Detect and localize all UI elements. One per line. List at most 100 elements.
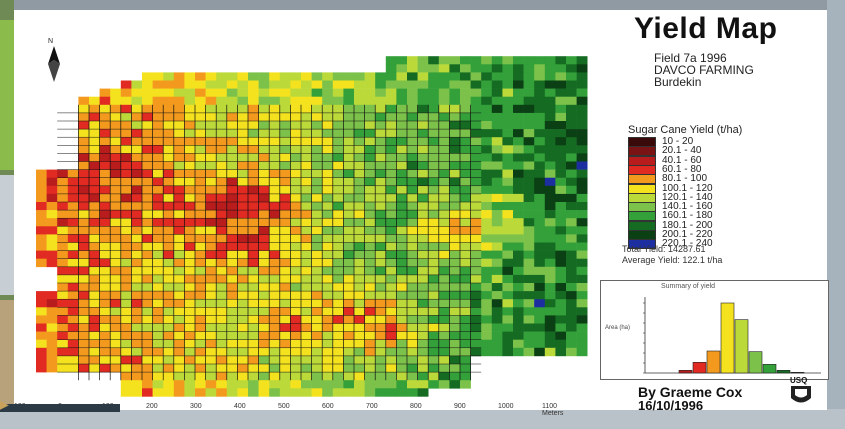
- yield-cell: [481, 202, 493, 211]
- yield-cell: [78, 177, 90, 187]
- yield-cell: [523, 331, 535, 340]
- yield-cell: [78, 104, 90, 114]
- yield-cell: [544, 177, 556, 187]
- yield-cell: [438, 364, 450, 373]
- yield-cell: [195, 283, 206, 292]
- yield-cell: [385, 177, 397, 187]
- yield-cell: [120, 250, 132, 259]
- yield-cell: [195, 299, 206, 308]
- yield-cell: [343, 331, 355, 340]
- yield-cell: [205, 299, 217, 308]
- yield-cell: [523, 323, 535, 332]
- yield-cell: [195, 112, 206, 122]
- yield-cell: [173, 129, 185, 138]
- yield-cell: [173, 161, 185, 170]
- yield-cell: [248, 104, 259, 114]
- yield-cell: [248, 323, 259, 332]
- yield-cell: [566, 258, 577, 268]
- yield-cell: [375, 388, 387, 397]
- yield-cell: [491, 323, 503, 332]
- yield-cell: [332, 193, 344, 203]
- yield-cell: [375, 242, 387, 251]
- yield-cell: [226, 307, 238, 316]
- yield-cell: [364, 283, 376, 292]
- yield-cell: [173, 339, 185, 349]
- yield-cell: [502, 169, 514, 178]
- yield-cell: [407, 112, 418, 122]
- yield-cell: [195, 380, 206, 389]
- yield-cell: [279, 388, 291, 397]
- yield-cell: [78, 234, 90, 243]
- yield-cell: [110, 202, 122, 211]
- background-green-band: [0, 20, 14, 170]
- yield-cell: [364, 250, 376, 259]
- yield-cell: [417, 226, 429, 235]
- yield-cell: [566, 202, 577, 211]
- yield-cell: [375, 266, 387, 276]
- yield-cell: [110, 283, 122, 292]
- yield-cell: [290, 364, 302, 373]
- yield-cell: [566, 121, 577, 130]
- yield-cell: [566, 169, 577, 178]
- yield-cell: [396, 210, 408, 219]
- yield-cell: [385, 355, 397, 365]
- yield-cell: [576, 339, 588, 349]
- yield-cell: [438, 347, 450, 357]
- yield-cell: [438, 185, 450, 195]
- yield-cell: [57, 339, 69, 349]
- yield-cell: [385, 266, 397, 276]
- yield-cell: [57, 210, 69, 219]
- yield-cell: [311, 323, 323, 332]
- yield-cell: [46, 299, 58, 308]
- yield-cell: [173, 234, 185, 243]
- yield-cell: [460, 258, 471, 268]
- yield-cell: [534, 72, 546, 81]
- yield-cell: [407, 169, 418, 178]
- yield-cell: [205, 153, 217, 162]
- yield-cell: [78, 283, 90, 292]
- yield-cell: [375, 372, 387, 381]
- yield-cell: [258, 210, 270, 219]
- yield-cell: [364, 121, 376, 130]
- yield-cell: [576, 283, 588, 292]
- yield-cell: [375, 169, 387, 178]
- yield-cell: [449, 202, 461, 211]
- yield-cell: [354, 315, 365, 324]
- yield-cell: [375, 234, 387, 243]
- yield-cell: [555, 137, 567, 146]
- yield-cell: [290, 339, 302, 349]
- yield-cell: [78, 129, 90, 138]
- yield-cell: [449, 347, 461, 357]
- yield-cell: [290, 121, 302, 130]
- yield-cell: [332, 72, 344, 81]
- yield-cell: [470, 202, 482, 211]
- yield-cell: [534, 323, 546, 332]
- yield-cell: [89, 283, 100, 292]
- yield-cell: [396, 185, 408, 195]
- yield-cell: [343, 372, 355, 381]
- yield-cell: [120, 129, 132, 138]
- yield-cell: [481, 104, 493, 114]
- yield-cell: [226, 161, 238, 170]
- yield-cell: [184, 169, 196, 178]
- yield-cell: [438, 266, 450, 276]
- yield-cell: [290, 266, 302, 276]
- yield-cell: [449, 145, 461, 154]
- yield-cell: [237, 339, 249, 349]
- yield-cell: [417, 121, 429, 130]
- yield-cell: [523, 72, 535, 81]
- yield-cell: [279, 129, 291, 138]
- yield-cell: [491, 266, 503, 276]
- yield-cell: [407, 258, 418, 268]
- yield-cell: [237, 364, 249, 373]
- yield-cell: [555, 96, 567, 106]
- yield-cell: [523, 169, 535, 178]
- yield-cell: [78, 347, 90, 357]
- yield-cell: [460, 185, 471, 195]
- yield-cell: [576, 226, 588, 235]
- yield-cell: [269, 218, 281, 227]
- yield-cell: [152, 364, 164, 373]
- yield-cell: [322, 331, 334, 340]
- yield-cell: [364, 72, 376, 81]
- yield-cell: [544, 185, 556, 195]
